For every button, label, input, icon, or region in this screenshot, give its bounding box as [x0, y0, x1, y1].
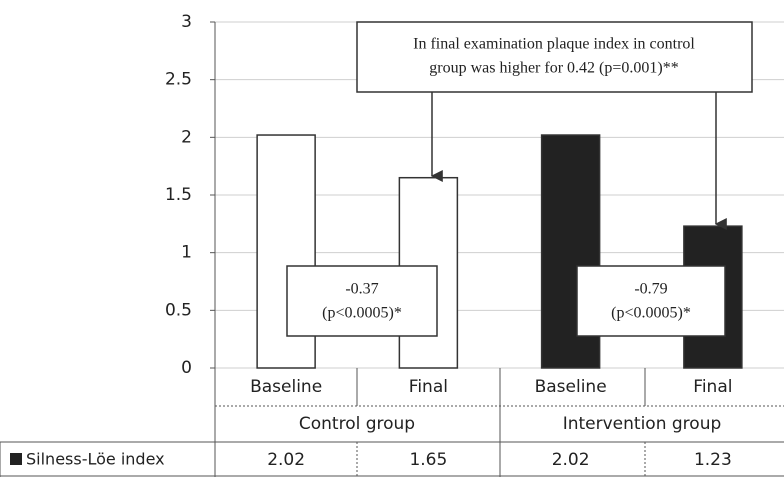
annotation-box: [576, 265, 726, 337]
annotation-text: -0.37: [345, 281, 378, 298]
y-tick-label: 2.5: [165, 70, 192, 90]
x-tick-label: Final: [409, 377, 448, 397]
annotation-text: In final examination plaque index in con…: [413, 36, 695, 53]
table-value: 2.02: [552, 450, 590, 470]
annotation-text: (p<0.0005)*: [322, 305, 402, 322]
annotation-text: group was higher for 0.42 (p=0.001)**: [429, 60, 678, 77]
table-value: 1.23: [694, 450, 732, 470]
legend-marker: [10, 453, 22, 465]
group-label: Intervention group: [563, 414, 722, 434]
annotation-text: (p<0.0005)*: [611, 305, 691, 322]
group-label: Control group: [299, 414, 415, 434]
annotation-text: -0.79: [634, 281, 667, 298]
y-tick-label: 1: [181, 243, 192, 263]
y-tick-label: 0.5: [165, 300, 192, 320]
y-tick-label: 0: [181, 358, 192, 378]
table-value: 2.02: [267, 450, 305, 470]
y-tick-label: 3: [181, 12, 192, 32]
y-tick-label: 1.5: [165, 185, 192, 205]
x-tick-label: Baseline: [535, 377, 607, 397]
annotation-box: [286, 265, 438, 337]
x-tick-label: Final: [693, 377, 732, 397]
x-tick-label: Baseline: [250, 377, 322, 397]
y-tick-label: 2: [181, 127, 192, 147]
legend-label: Silness-Löe index: [26, 450, 165, 469]
table-value: 1.65: [409, 450, 447, 470]
annotation-box: [356, 21, 753, 93]
